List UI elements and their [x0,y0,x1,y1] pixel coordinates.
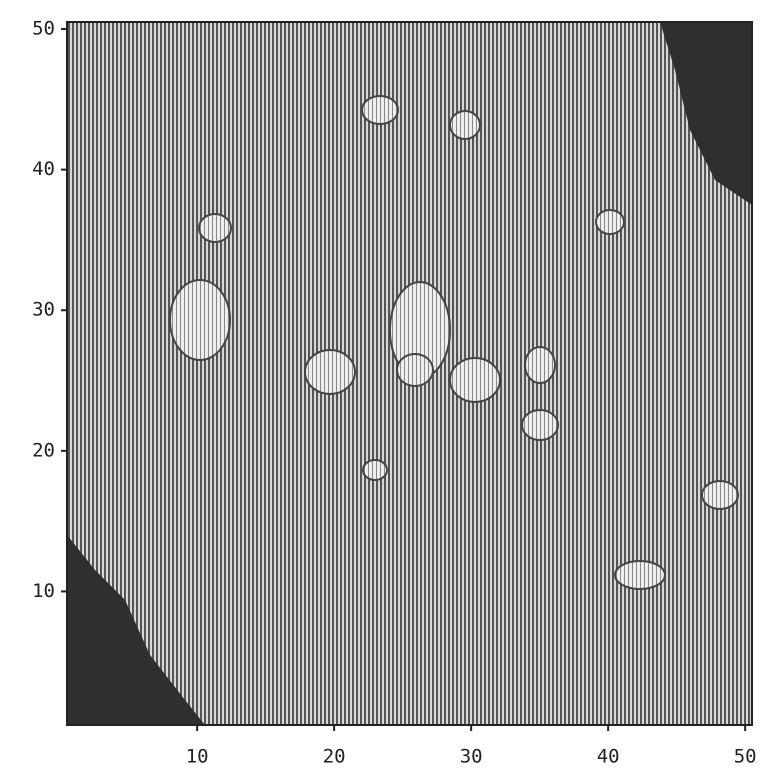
contour-blobs [169,95,739,590]
y-tick-label: 10 [32,580,55,602]
plot-area [66,21,753,726]
y-tick-label: 30 [32,299,55,321]
x-tick-label: 50 [734,746,757,768]
plot-frame [66,21,753,726]
x-tick-label: 30 [460,746,483,768]
y-tick-label: 40 [32,158,55,180]
x-tick-label: 40 [597,746,620,768]
y-tick-label: 50 [32,18,55,40]
x-tick-label: 20 [323,746,346,768]
y-tick-label: 20 [32,439,55,461]
dark-region [660,22,752,205]
x-tick-label: 10 [186,746,209,768]
dark-region [67,535,205,725]
